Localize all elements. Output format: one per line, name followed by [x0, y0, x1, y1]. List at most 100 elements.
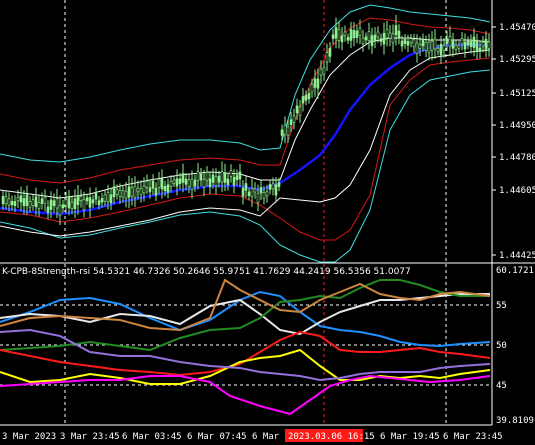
candle-body [391, 33, 395, 44]
candle-body [22, 198, 26, 207]
candle-body [319, 68, 323, 76]
candle-body [166, 184, 170, 193]
candle-body [466, 40, 470, 46]
candle-body [472, 36, 476, 48]
candle-body [10, 200, 14, 206]
candle-body [40, 198, 44, 204]
candlesticks [1, 14, 491, 226]
candle-body [322, 67, 326, 75]
candle-body [439, 44, 443, 56]
indicator-scale: 60.1721 55 50 45 39.8109 [496, 266, 534, 426]
indicator-level-label: 45 [496, 381, 507, 391]
candle-body [433, 38, 437, 50]
strength-line-magenta [0, 374, 491, 416]
candle-body [97, 200, 101, 206]
candle-body [436, 47, 440, 52]
candle-body [157, 178, 161, 188]
candle-body [109, 194, 113, 204]
candle-body [145, 181, 149, 188]
candle-body [346, 36, 350, 41]
candle-body [232, 176, 236, 186]
candle-body [19, 195, 23, 203]
strength-line-green [0, 279, 490, 352]
candle-body [79, 196, 83, 201]
candle-body [61, 204, 65, 209]
candle-body [121, 190, 125, 198]
candle-body [136, 187, 140, 193]
candle-body [379, 38, 383, 42]
candle-body [235, 175, 239, 181]
candle-body [241, 187, 245, 197]
candle-body [76, 195, 80, 205]
candle-body [289, 119, 293, 125]
time-tick-label: 6 Mar 19:45 [380, 432, 440, 442]
main-price-panel[interactable] [0, 4, 491, 263]
candle-body [220, 171, 224, 183]
candle-body [91, 199, 95, 204]
candle-body [271, 183, 275, 190]
candle-body [208, 178, 212, 187]
candle-body [397, 30, 401, 38]
candle-body [163, 185, 167, 192]
candle-body [277, 182, 281, 187]
candle-body [343, 31, 347, 36]
candle-body [142, 185, 146, 193]
candle-body [16, 197, 20, 202]
candle-body [160, 178, 164, 190]
candle-body [352, 30, 356, 39]
candle-body [487, 41, 491, 49]
candle-body [259, 187, 263, 194]
candle-body [325, 52, 329, 63]
candle-body [286, 126, 290, 136]
candle-body [244, 183, 248, 191]
candle-body [478, 47, 482, 52]
candle-body [202, 178, 206, 188]
candle-body [127, 186, 131, 198]
candle-body [403, 39, 407, 44]
candle-body [139, 188, 143, 195]
indicator-title: K-CPB-8Strength-rsi 54.5321 46.7326 50.2… [2, 267, 411, 277]
candle-body [229, 170, 233, 177]
candle-body [223, 172, 227, 183]
candle-body [52, 200, 56, 206]
candle-body [217, 175, 221, 183]
candle-body [172, 179, 176, 184]
indicator-panel[interactable]: K-CPB-8Strength-rsi 54.5321 46.7326 50.2… [0, 266, 534, 426]
candle-body [31, 199, 35, 206]
candle-body [304, 94, 308, 101]
candle-body [49, 199, 53, 210]
candle-body [469, 41, 473, 47]
candle-body [133, 185, 137, 198]
candle-body [184, 178, 188, 185]
time-tick-label: 3 Mar 23:45 [60, 432, 120, 442]
candle-body [370, 35, 374, 47]
strength-line-yellow [0, 348, 491, 385]
candle-body [373, 34, 377, 41]
price-tick-label: 1.45125 [499, 89, 535, 99]
candle-body [85, 197, 89, 202]
cursor-time-badge [285, 429, 363, 442]
price-tick-label: 1.44780 [499, 153, 535, 163]
candle-body [199, 173, 203, 181]
candle-body [253, 188, 257, 193]
strength-line-red [0, 330, 491, 377]
candle-body [307, 92, 311, 100]
candle-body [424, 41, 428, 51]
candle-body [394, 25, 398, 36]
candle-body [100, 198, 104, 203]
candle-body [4, 196, 8, 204]
candle-body [181, 173, 185, 183]
candle-body [154, 187, 158, 196]
candle-body [256, 193, 260, 203]
price-tick-label: 1.45470 [499, 23, 535, 33]
candle-body [151, 180, 155, 189]
candle-body [337, 29, 341, 41]
candle-body [214, 176, 218, 187]
candle-body [58, 204, 62, 216]
candle-body [196, 171, 200, 181]
candle-body [46, 206, 50, 213]
price-tick-label: 1.45295 [499, 55, 535, 65]
candle-body [418, 43, 422, 49]
candle-body [88, 197, 92, 208]
